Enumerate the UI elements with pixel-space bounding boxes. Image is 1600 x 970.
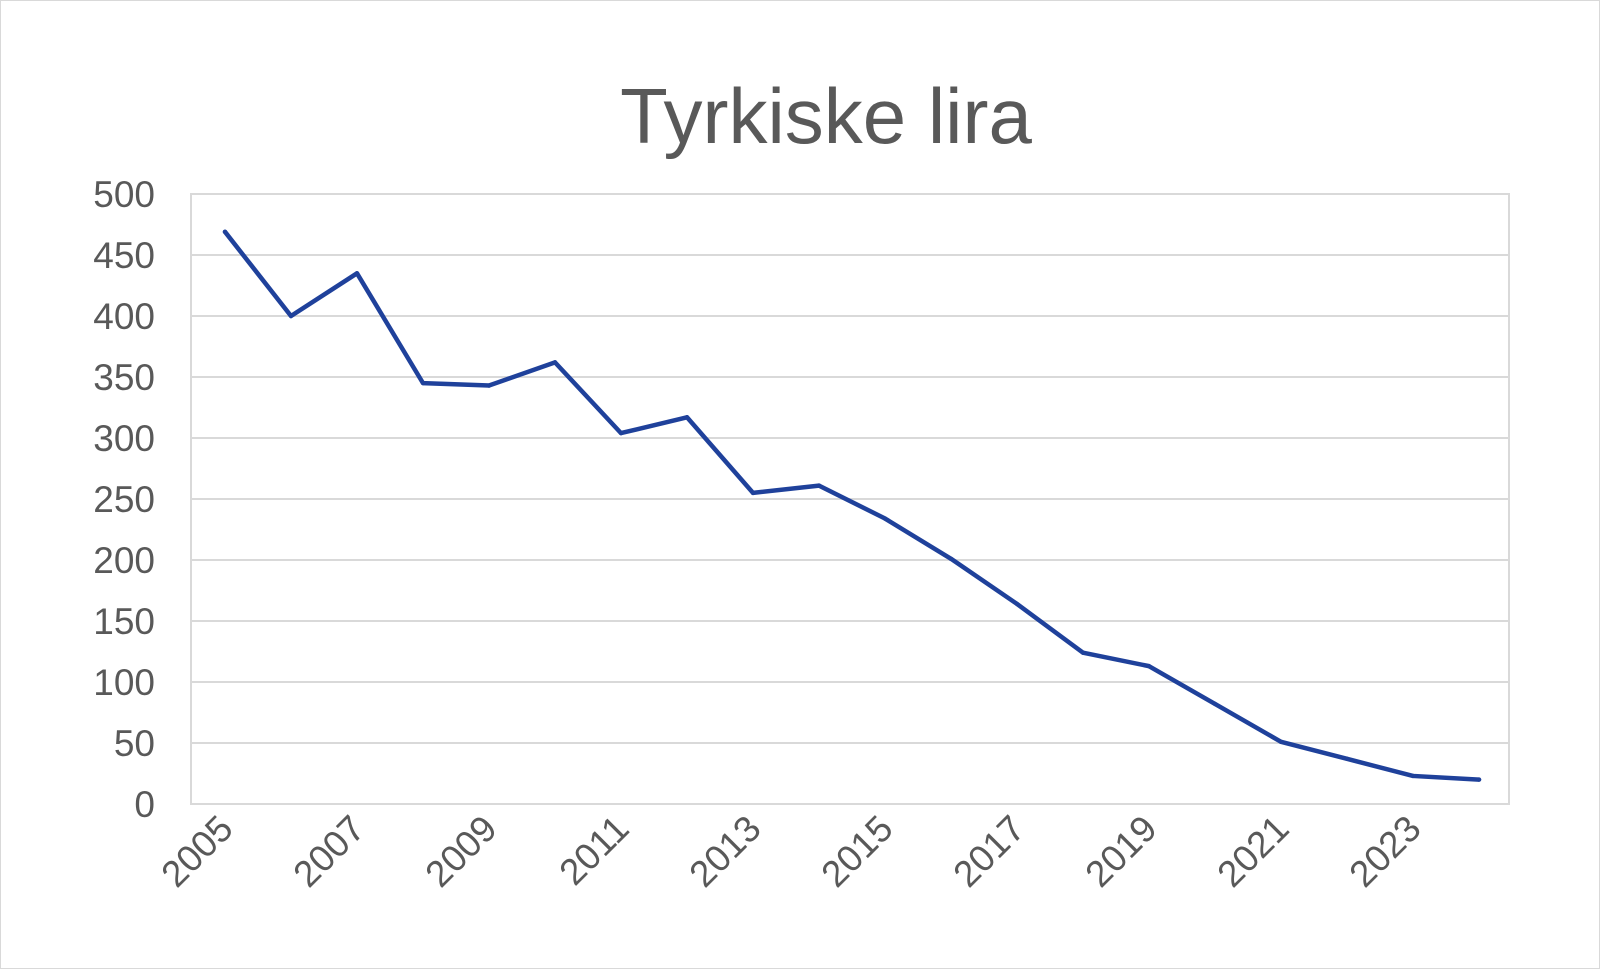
data-point: [354, 271, 360, 276]
data-point: [552, 360, 558, 365]
y-tick-label: 350: [93, 357, 155, 398]
y-tick-label: 300: [93, 418, 155, 459]
y-tick-label: 500: [93, 174, 155, 215]
data-point: [486, 383, 492, 388]
data-point: [618, 430, 624, 436]
data-point: [222, 229, 228, 235]
data-point: [420, 380, 426, 386]
x-tick-label: 2017: [945, 808, 1032, 895]
x-tick-label: 2011: [551, 808, 636, 893]
y-tick-label: 150: [93, 601, 155, 642]
y-tick-label: 100: [93, 662, 155, 703]
data-point: [1212, 701, 1218, 707]
y-tick-label: 50: [114, 723, 155, 764]
chart-title: Tyrkiske lira: [620, 72, 1032, 160]
y-tick-label: 200: [93, 540, 155, 581]
x-tick-label: 2023: [1341, 808, 1428, 895]
data-point: [816, 483, 822, 488]
data-point: [750, 490, 756, 496]
data-point: [1344, 756, 1350, 762]
y-tick-label: 250: [93, 479, 155, 520]
data-point: [1410, 773, 1416, 779]
data-point: [1014, 601, 1020, 607]
x-tick-label: 2007: [285, 808, 372, 895]
y-tick-label: 0: [134, 784, 155, 825]
series-line: [222, 229, 1482, 782]
data-point: [1146, 663, 1152, 669]
data-point: [288, 313, 294, 319]
x-tick-label: 2021: [1209, 808, 1296, 895]
y-tick-label: 450: [93, 235, 155, 276]
data-point: [1080, 650, 1086, 655]
x-tick-label: 2005: [153, 808, 240, 895]
data-point: [1278, 739, 1284, 744]
x-tick-label: 2015: [813, 808, 900, 895]
series-points: [222, 229, 1482, 782]
x-tick-label: 2013: [681, 808, 768, 895]
x-tick-label: 2019: [1077, 808, 1164, 895]
data-point: [882, 516, 888, 521]
data-point: [948, 556, 954, 561]
x-axis-ticks: 2005 2007 2009 2011 2013 2015 2017 2019 2021 2023: [153, 808, 1428, 895]
data-point: [1476, 777, 1482, 782]
data-point: [684, 415, 690, 420]
y-tick-label: 400: [93, 296, 155, 337]
x-tick-label: 2009: [417, 808, 504, 895]
